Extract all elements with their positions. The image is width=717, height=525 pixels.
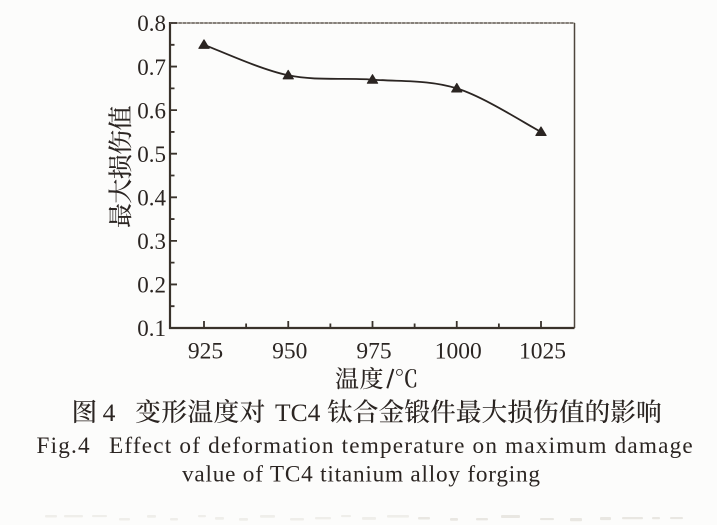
svg-text:925: 925 bbox=[188, 338, 223, 364]
svg-text:TC4: TC4 bbox=[275, 398, 321, 427]
svg-text:0.5: 0.5 bbox=[137, 142, 166, 167]
svg-text:4: 4 bbox=[103, 398, 116, 427]
svg-text:975: 975 bbox=[356, 338, 391, 364]
svg-text:0.2: 0.2 bbox=[137, 273, 166, 298]
svg-text:1025: 1025 bbox=[519, 338, 566, 364]
svg-text:0.6: 0.6 bbox=[137, 98, 166, 123]
svg-text:0.8: 0.8 bbox=[137, 11, 166, 36]
svg-text:Effect of deformation temperat: Effect of deformation temperature on max… bbox=[109, 433, 694, 459]
svg-text:value of TC4 titanium alloy fo: value of TC4 titanium alloy forging bbox=[182, 462, 541, 488]
svg-text:Fig.4: Fig.4 bbox=[37, 433, 91, 459]
svg-text:0.4: 0.4 bbox=[137, 186, 166, 211]
svg-text:0.3: 0.3 bbox=[137, 229, 166, 254]
svg-text:0.7: 0.7 bbox=[137, 55, 166, 80]
svg-text:950: 950 bbox=[272, 338, 307, 364]
svg-text:0.1: 0.1 bbox=[137, 316, 166, 341]
svg-text:1000: 1000 bbox=[435, 338, 482, 364]
